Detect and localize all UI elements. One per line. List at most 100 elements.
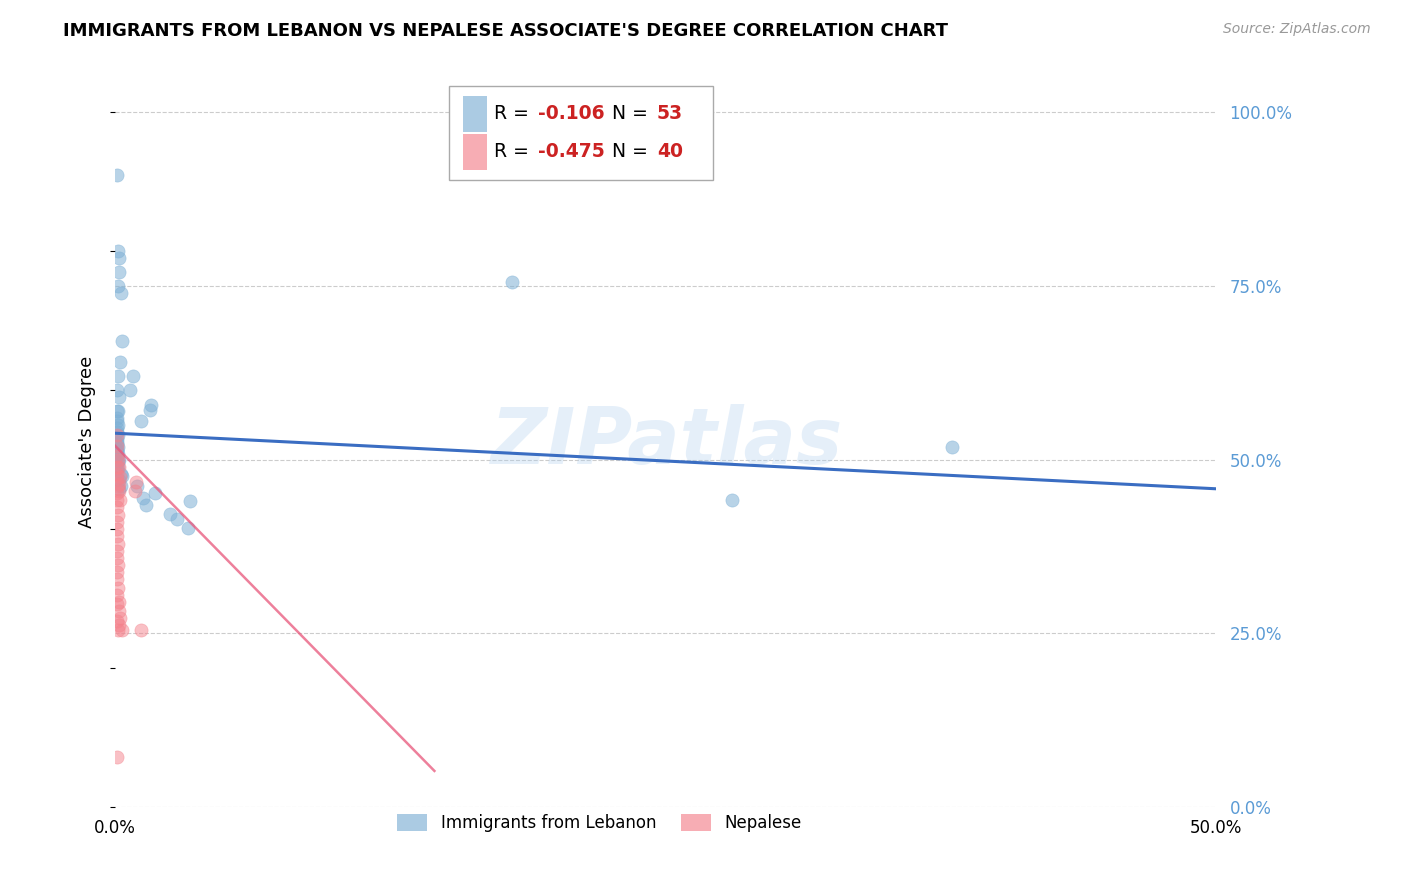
Point — [105, 529, 128, 543]
Point — [108, 452, 131, 467]
Point — [124, 483, 146, 498]
Point — [108, 611, 131, 625]
Point — [105, 414, 128, 428]
Point — [107, 558, 129, 573]
Point — [120, 383, 142, 397]
Point — [105, 544, 128, 558]
Point — [105, 486, 128, 500]
Point — [105, 492, 128, 507]
Point — [107, 479, 129, 493]
Point — [105, 456, 128, 470]
Point — [131, 414, 153, 428]
Text: 53: 53 — [657, 104, 683, 123]
Point — [108, 265, 131, 279]
Point — [110, 467, 132, 481]
Point — [105, 588, 128, 602]
Point — [105, 467, 128, 481]
Point — [105, 404, 128, 418]
Point — [131, 491, 153, 505]
Point — [108, 355, 131, 369]
Point — [105, 515, 128, 529]
Point — [105, 500, 128, 514]
Point — [108, 618, 131, 632]
Point — [105, 572, 128, 586]
Point — [108, 459, 131, 474]
Text: Source: ZipAtlas.com: Source: ZipAtlas.com — [1223, 22, 1371, 37]
Point — [105, 551, 128, 566]
Point — [108, 474, 131, 488]
Point — [108, 251, 131, 265]
Point — [108, 390, 131, 404]
Point — [107, 623, 129, 637]
Legend: Immigrants from Lebanon, Nepalese: Immigrants from Lebanon, Nepalese — [391, 807, 808, 838]
Point — [105, 750, 128, 764]
Text: ZIPatlas: ZIPatlas — [489, 404, 842, 480]
Point — [105, 168, 128, 182]
Point — [107, 440, 129, 454]
Text: R =: R = — [494, 143, 534, 161]
Point — [105, 522, 128, 536]
Point — [105, 444, 128, 458]
Point — [941, 440, 963, 454]
Bar — [463, 95, 488, 132]
Point — [107, 508, 129, 523]
Point — [108, 492, 131, 507]
Point — [107, 447, 129, 461]
Point — [107, 459, 129, 474]
Point — [139, 399, 162, 413]
Point — [177, 521, 200, 535]
Text: N =: N = — [599, 143, 654, 161]
Point — [105, 459, 128, 474]
Point — [125, 475, 148, 489]
Point — [108, 595, 131, 609]
Point — [105, 383, 128, 397]
Point — [111, 334, 134, 349]
Point — [135, 498, 157, 512]
Point — [105, 411, 128, 425]
Point — [105, 614, 128, 628]
Point — [108, 482, 131, 496]
Point — [107, 454, 129, 468]
Point — [105, 432, 128, 446]
Text: -0.475: -0.475 — [538, 143, 605, 161]
Point — [105, 472, 128, 486]
Point — [720, 492, 742, 507]
Point — [107, 417, 129, 432]
Point — [105, 565, 128, 579]
Point — [105, 437, 128, 451]
Point — [131, 623, 153, 637]
Point — [107, 244, 129, 259]
Point — [105, 421, 128, 435]
Point — [107, 279, 129, 293]
Point — [107, 537, 129, 551]
Point — [125, 479, 148, 493]
Point — [111, 469, 134, 483]
Point — [105, 449, 128, 463]
Point — [501, 276, 523, 290]
Point — [111, 623, 134, 637]
Point — [105, 435, 128, 450]
FancyBboxPatch shape — [449, 87, 713, 179]
Point — [110, 285, 132, 300]
Point — [107, 404, 129, 418]
Point — [105, 462, 128, 476]
Point — [139, 402, 162, 417]
Text: -0.106: -0.106 — [538, 104, 605, 123]
Text: R =: R = — [494, 104, 534, 123]
Point — [121, 369, 143, 384]
Text: 40: 40 — [657, 143, 683, 161]
Point — [107, 428, 129, 442]
Y-axis label: Associate's Degree: Associate's Degree — [79, 356, 96, 528]
Text: N =: N = — [599, 104, 654, 123]
Point — [105, 442, 128, 457]
Point — [179, 494, 201, 508]
Point — [108, 483, 131, 498]
Point — [105, 428, 128, 442]
Point — [108, 470, 131, 484]
Point — [107, 452, 129, 467]
Point — [107, 581, 129, 595]
Point — [166, 511, 188, 525]
Point — [107, 369, 129, 384]
Point — [105, 449, 128, 463]
Point — [143, 486, 166, 500]
